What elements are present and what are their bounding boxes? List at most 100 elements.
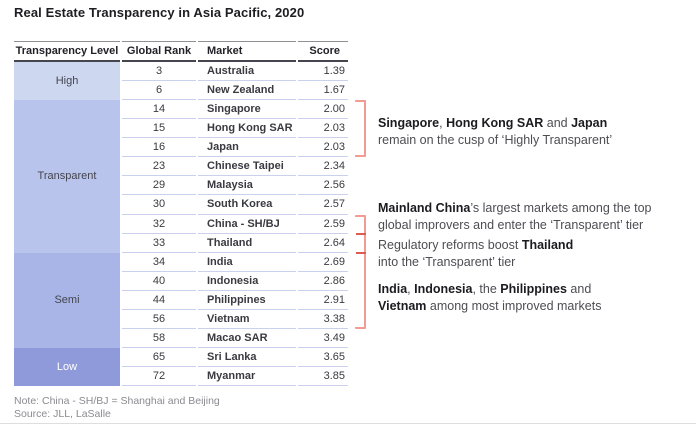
market-cell: China - SH/BJ [198,215,296,234]
bracket-singapore-japan [355,100,366,157]
score-cell: 2.64 [298,234,348,253]
rank-cell: 44 [122,291,196,310]
annotation-line: Singapore, Hong Kong SAR and Japan [378,116,608,130]
market-cell: Chinese Taipei [198,157,296,177]
annotation-line: India, Indonesia, the Philippines and [378,282,592,296]
score-cell: 2.91 [298,291,348,310]
market-cell: Sri Lanka [198,348,296,367]
table-row: 23 Chinese Taipei 2.34 [122,157,348,177]
rank-cell: 72 [122,367,196,387]
score-cell: 2.00 [298,100,348,120]
bracket-tick-thailand-india [356,251,366,254]
rank-cell: 33 [122,234,196,253]
market-cell: Indonesia [198,272,296,291]
market-cell: Japan [198,138,296,158]
table-header: Transparency Level Global Rank Market Sc… [14,41,348,62]
table-row: 65 Sri Lanka 3.65 [122,348,348,367]
table-row: 16 Japan 2.03 [122,138,348,158]
page-title: Real Estate Transparency in Asia Pacific… [14,5,305,20]
annotation-india-indonesia-philippines-vietnam: India, Indonesia, the Philippines and Vie… [378,281,678,314]
rank-cell: 65 [122,348,196,367]
annotation-thailand: Regulatory reforms boost Thailand into th… [378,237,678,270]
table-row: 15 Hong Kong SAR 2.03 [122,119,348,139]
score-cell: 2.34 [298,157,348,177]
level-band-low: Low [14,348,120,387]
score-cell: 1.39 [298,62,348,82]
bracket-tick-china-thailand [356,232,366,235]
table-row: 30 South Korea 2.57 [122,195,348,215]
table-row: 58 Macao SAR 3.49 [122,329,348,348]
header-cell-score: Score [298,41,348,62]
level-band-high: High [14,62,120,101]
market-cell: Malaysia [198,176,296,196]
table-row: 56 Vietnam 3.38 [122,310,348,329]
table-body: 3 Australia 1.39 6 New Zealand 1.67 14 Singapor… [122,62,348,387]
footnote: Note: China - SH/BJ = Shanghai and Beiji… [14,395,220,407]
annotation-line: into the ‘Transparent’ tier [378,254,516,269]
rank-cell: 40 [122,272,196,291]
annotation-line: Vietnam among most improved markets [378,298,602,313]
rank-cell: 23 [122,157,196,177]
rank-cell: 6 [122,81,196,101]
market-cell: Philippines [198,291,296,310]
score-cell: 3.85 [298,367,348,387]
score-cell: 2.69 [298,253,348,272]
market-cell: Hong Kong SAR [198,119,296,139]
table-row: 14 Singapore 2.00 [122,100,348,120]
header-cell-global-rank: Global Rank [122,41,196,62]
market-cell: Australia [198,62,296,82]
market-cell: South Korea [198,195,296,215]
transparency-level-bands: High Transparent Semi Low [14,62,120,387]
level-band-transparent: Transparent [14,100,120,253]
table-row: 72 Myanmar 3.85 [122,367,348,387]
table-row: 3 Australia 1.39 [122,62,348,82]
rank-cell: 32 [122,215,196,234]
rank-cell: 14 [122,100,196,120]
score-cell: 3.38 [298,310,348,329]
rank-cell: 29 [122,176,196,196]
score-cell: 3.65 [298,348,348,367]
header-cell-transparency-level: Transparency Level [14,41,120,62]
table-row: 40 Indonesia 2.86 [122,272,348,291]
bottom-divider [0,423,696,424]
rank-cell: 56 [122,310,196,329]
rank-cell: 15 [122,119,196,139]
bracket-china-to-vietnam [355,214,366,329]
market-cell: New Zealand [198,81,296,101]
market-cell: Thailand [198,234,296,253]
annotation-line: global improvers and enter the ‘Transpar… [378,217,644,232]
table-row: 34 India 2.69 [122,253,348,272]
table-row: 33 Thailand 2.64 [122,234,348,253]
rank-cell: 3 [122,62,196,82]
score-cell: 2.57 [298,195,348,215]
table-row: 6 New Zealand 1.67 [122,81,348,101]
market-cell: Vietnam [198,310,296,329]
rank-cell: 34 [122,253,196,272]
annotation-line: Mainland China’s largest markets among t… [378,201,652,215]
table-row: 29 Malaysia 2.56 [122,176,348,196]
annotation-line: remain on the cusp of ‘Highly Transparen… [378,132,613,147]
market-cell: Myanmar [198,367,296,387]
score-cell: 1.67 [298,81,348,101]
market-cell: Macao SAR [198,329,296,348]
score-cell: 2.03 [298,119,348,139]
table-row: 44 Philippines 2.91 [122,291,348,310]
score-cell: 2.56 [298,176,348,196]
annotation-line: Regulatory reforms boost Thailand [378,238,574,252]
market-cell: India [198,253,296,272]
market-cell: Singapore [198,100,296,120]
rank-cell: 30 [122,195,196,215]
table-row: 32 China - SH/BJ 2.59 [122,215,348,234]
score-cell: 2.86 [298,272,348,291]
rank-cell: 58 [122,329,196,348]
score-cell: 2.03 [298,138,348,158]
source-line: Source: JLL, LaSalle [14,408,111,420]
score-cell: 2.59 [298,215,348,234]
level-band-semi: Semi [14,252,120,349]
annotation-singapore-hongkong-japan: Singapore, Hong Kong SAR and Japan remain… [378,115,678,148]
header-cell-market: Market [198,41,296,62]
score-cell: 3.49 [298,329,348,348]
annotation-mainland-china: Mainland China’s largest markets among t… [378,200,678,233]
rank-cell: 16 [122,138,196,158]
